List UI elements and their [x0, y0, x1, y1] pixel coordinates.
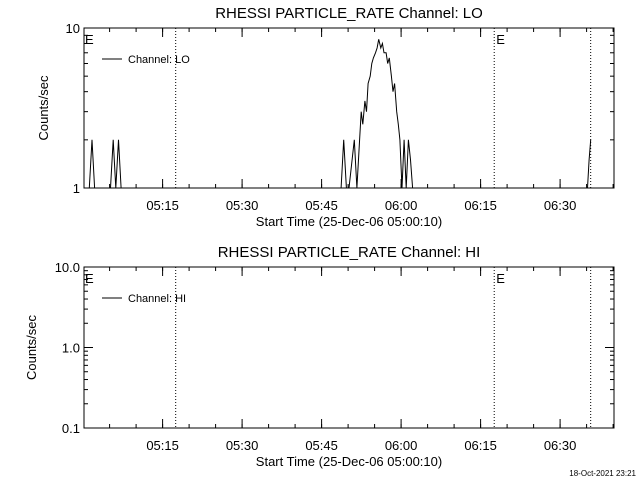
series-line — [86, 39, 592, 189]
x-tick-label: 06:30 — [544, 438, 577, 453]
x-tick-label: 05:15 — [146, 198, 179, 213]
generation-timestamp: 18-Oct-2021 23:21 — [569, 469, 636, 478]
eclipse-marker-label: E — [496, 271, 505, 286]
x-tick-label: 06:15 — [464, 438, 497, 453]
x-tick-label: 05:45 — [305, 438, 338, 453]
x-tick-label: 06:15 — [464, 198, 497, 213]
chart-panel-2: RHESSI PARTICLE_RATE Channel: HI 0.1 1.0 10… — [24, 244, 615, 469]
y-axis-label: Counts/sec — [24, 314, 39, 380]
y-tick-label: 10.0 — [55, 260, 80, 275]
y-axis-label: Counts/sec — [36, 75, 51, 141]
chart-title: RHESSI PARTICLE_RATE Channel: HI — [218, 244, 481, 261]
x-axis-label: Start Time (25-Dec-06 05:00:10) — [256, 454, 442, 469]
x-axis-label: Start Time (25-Dec-06 05:00:10) — [256, 214, 442, 229]
eclipse-marker-label: E — [85, 271, 94, 286]
plot-frame — [83, 266, 615, 429]
y-tick-label: 10 — [66, 21, 80, 36]
plot-frame — [83, 27, 615, 189]
x-tick-label: 05:15 — [146, 438, 179, 453]
x-tick-label: 05:30 — [226, 438, 259, 453]
chart-panel-1: RHESSI PARTICLE_RATE Channel: LO 1 10 Count… — [36, 5, 615, 229]
legend-label: Channel: LO — [128, 54, 190, 66]
x-tick-label: 06:00 — [385, 438, 418, 453]
chart-title: RHESSI PARTICLE_RATE Channel: LO — [215, 5, 483, 22]
x-tick-label: 05:45 — [305, 198, 338, 213]
x-tick-label: 06:30 — [544, 198, 577, 213]
eclipse-marker-label: E — [85, 32, 94, 47]
y-tick-label: 0.1 — [62, 421, 80, 436]
x-tick-label: 06:00 — [385, 198, 418, 213]
y-tick-label: 1 — [73, 181, 80, 196]
legend-label: Channel: HI — [128, 293, 186, 305]
y-tick-label: 1.0 — [62, 341, 80, 356]
eclipse-marker-label: E — [496, 32, 505, 47]
x-tick-label: 05:30 — [226, 198, 259, 213]
